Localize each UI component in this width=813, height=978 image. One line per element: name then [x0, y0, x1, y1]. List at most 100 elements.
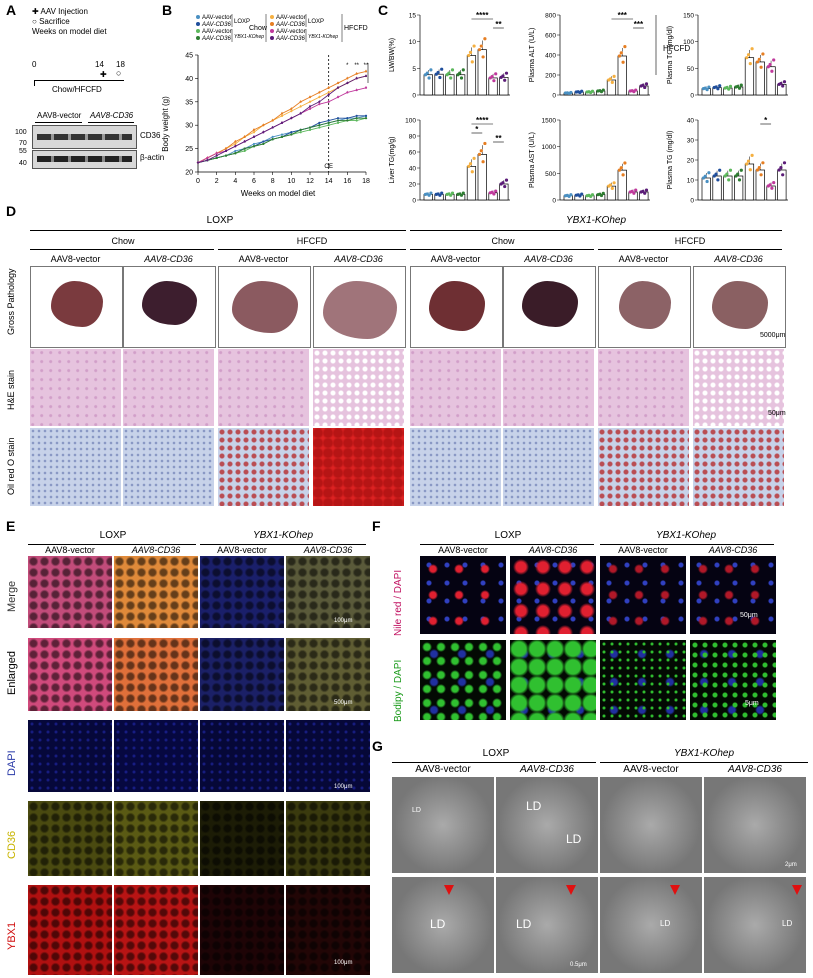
y-tick-label: 800 [545, 13, 556, 20]
y-axis-label: Plasma ALT (U/L) [529, 28, 536, 83]
data-dot [461, 191, 465, 195]
panel-label-c: C [378, 2, 389, 18]
data-dot [483, 37, 487, 41]
y-tick-label: 400 [545, 53, 556, 60]
data-point [262, 124, 265, 127]
data-dot [438, 193, 442, 197]
scale-bar: 5μm [745, 700, 759, 707]
column-label: AAV8-vector [45, 545, 95, 555]
data-point [234, 149, 237, 153]
red-arrow-marker [670, 885, 680, 895]
y-tick-label: 5 [412, 66, 416, 73]
y-tick-label: 0 [412, 93, 416, 100]
bar-chart: 0 10 20 30 40 Plasma TG (mg/dl) * [667, 116, 788, 205]
y-tick-label: 45 [185, 53, 193, 60]
column-label: AAV8-vector [50, 254, 101, 264]
data-point [346, 77, 349, 80]
data-point [224, 147, 228, 150]
data-dot [772, 58, 776, 62]
data-dot [608, 77, 613, 81]
data-point [224, 154, 228, 157]
data-point [299, 100, 302, 103]
data-dot [504, 71, 509, 75]
data-dot [601, 191, 605, 195]
wb-group-cd36: AAV8-CD36 [90, 111, 134, 120]
y-tick-label: 35 [185, 99, 193, 106]
legend-group: LOXP [234, 19, 250, 25]
y-tick-label: 600 [545, 33, 556, 40]
em-image: LD [496, 877, 598, 973]
data-dot [501, 181, 505, 185]
data-dot [580, 89, 584, 93]
data-dot [768, 62, 772, 67]
bodipy-image [690, 640, 776, 720]
data-point [355, 77, 358, 80]
series-line [197, 70, 367, 164]
data-dot [781, 84, 785, 88]
f-group-loxp: LOXP [494, 530, 522, 541]
row-label-bodipy: Bodipy / DAPI [393, 659, 404, 722]
legend-group: LOXP [308, 19, 324, 25]
x-tick-label: 0 [196, 178, 200, 185]
y-tick-label: 0 [690, 93, 694, 100]
data-dot [632, 191, 636, 195]
data-dot [467, 53, 471, 58]
data-point [215, 154, 218, 157]
column-label: AAV8-vector [217, 545, 267, 555]
tick-14: 14 [95, 60, 104, 69]
em-image: LD [392, 877, 494, 973]
he-image [503, 349, 594, 426]
oil-red-o-image [503, 428, 594, 506]
oil-red-o-image [123, 428, 214, 506]
data-dot [501, 74, 505, 78]
data-dot [779, 81, 783, 86]
bar-chart: 0 500 1000 1500 Plasma AST (U/L) [529, 118, 650, 205]
oe-label: OE [324, 164, 333, 170]
em-image [600, 777, 702, 873]
cd36-image [114, 801, 198, 876]
data-point [327, 124, 330, 127]
data-dot [621, 60, 625, 64]
lipid-droplet-label: LD [430, 917, 446, 931]
wb-blot-actin [32, 150, 137, 169]
data-dot [470, 60, 474, 64]
data-point [280, 121, 284, 124]
data-point [290, 133, 293, 136]
diet-line [598, 249, 782, 250]
data-dot [429, 68, 433, 72]
data-point [336, 96, 340, 99]
y-tick-label: 15 [409, 13, 417, 20]
data-dot [599, 193, 604, 198]
significance-star: ** [495, 134, 502, 143]
data-dot [461, 68, 465, 72]
column-label: AAV8-CD36 [131, 545, 181, 555]
data-dot [479, 149, 483, 153]
group-line [200, 544, 366, 545]
data-point [327, 93, 330, 96]
column-label: AAV8-CD36 [520, 764, 574, 775]
legend-entry: AAV-vector [202, 29, 232, 35]
oil-red-o-image [693, 428, 784, 506]
y-tick-label: 40 [687, 118, 695, 125]
data-dot [745, 56, 749, 60]
data-dot [759, 65, 763, 69]
data-dot [746, 53, 751, 57]
wb-group-vector: AAV8-vector [37, 111, 82, 120]
data-dot [450, 68, 455, 72]
data-point [280, 114, 284, 117]
gross-image [218, 266, 311, 348]
cd36-image [286, 801, 370, 876]
y-tick-label: 500 [545, 171, 556, 178]
liver-shape [322, 281, 397, 339]
oil-red-o-image [30, 428, 121, 506]
ybx1-image [286, 885, 370, 975]
data-dot [470, 170, 474, 174]
data-dot [458, 71, 462, 75]
row-label-merge: Merge [6, 580, 18, 612]
significance-star: **** [476, 11, 489, 20]
y-tick-label: 150 [683, 13, 694, 20]
liver-shape [521, 281, 578, 327]
data-dot [643, 191, 647, 195]
data-dot [705, 88, 709, 92]
data-dot [427, 76, 431, 80]
